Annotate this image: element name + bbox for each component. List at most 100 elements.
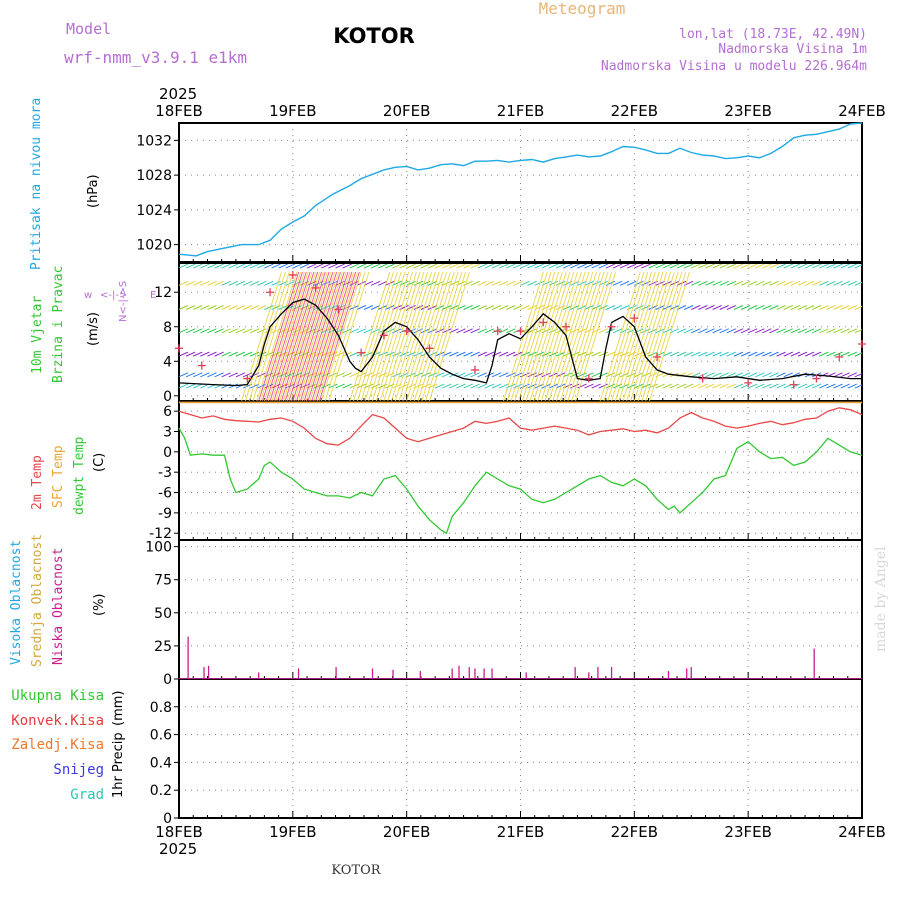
wind-hatch: [320, 271, 362, 401]
wind-barb: [506, 328, 516, 334]
wind-barb: [683, 328, 694, 334]
wind-barb: [726, 280, 737, 286]
wind-barb: [179, 280, 189, 286]
gust-marker: [402, 327, 411, 336]
wind-barb: [562, 263, 573, 269]
wind-barb: [691, 372, 701, 378]
y-tick-label: 3: [163, 425, 172, 441]
wind-barb: [484, 280, 495, 286]
wind-hatch: [280, 271, 322, 401]
wind-barb: [627, 372, 637, 378]
wind-barb: [456, 328, 466, 334]
y-tick-label: 4: [163, 354, 172, 370]
gust-marker: [311, 283, 320, 292]
wind-barb: [776, 280, 786, 286]
x-tick-label-bottom: 24FEB: [838, 823, 885, 841]
x-tick-label-top: 22FEB: [611, 102, 658, 120]
wind-barb: [833, 263, 843, 269]
wind-hatch: [301, 271, 343, 401]
wind-hatch: [428, 271, 470, 401]
wind-barb: [555, 383, 566, 389]
wind-barb: [185, 372, 196, 378]
x-tick-label-bottom: 19FEB: [269, 823, 316, 841]
x-tick-label-top: 20FEB: [383, 102, 430, 120]
wind-barb: [498, 383, 509, 389]
wind-barb: [819, 383, 829, 389]
precip-legend-hail: Grad: [70, 787, 104, 803]
gust-marker: [516, 327, 525, 336]
wind-barb: [491, 305, 502, 310]
x-tick-label-top: 21FEB: [497, 102, 544, 120]
precip-legend-total: Ukupna Kisa: [11, 688, 104, 704]
year-label-top: 2025: [159, 85, 197, 103]
wind-barb: [463, 328, 473, 334]
dewpoint-line: [178, 427, 863, 535]
wind-barb: [655, 263, 665, 269]
wind-barb: [833, 328, 843, 334]
wind-barb: [676, 372, 687, 378]
wind-barb: [249, 280, 260, 286]
wind-barb: [484, 328, 495, 334]
wind-barb: [207, 351, 217, 357]
wind-barb: [740, 280, 751, 286]
wind-barb: [747, 383, 758, 389]
wind-hatch: [540, 271, 582, 401]
wind-hatch: [563, 271, 605, 401]
wind-barb: [847, 280, 857, 286]
gust-marker: [858, 340, 866, 349]
wind-hatch: [349, 271, 391, 401]
wind-barb: [555, 263, 566, 269]
wind-barb: [769, 280, 779, 286]
wind-barb: [691, 383, 701, 389]
wind-hatch: [262, 271, 303, 401]
wind-barb: [683, 383, 694, 389]
y-tick-label: 25: [154, 639, 172, 655]
wind-barb: [612, 305, 623, 310]
wind-barb: [399, 372, 409, 378]
wind-barb: [762, 305, 772, 310]
wind-barb: [427, 305, 438, 310]
wind-barb: [790, 305, 801, 310]
wind-barb: [840, 328, 850, 334]
wind-barb: [235, 328, 246, 334]
wind-barb: [541, 263, 552, 269]
wind-barb: [498, 351, 509, 357]
wind-hatch: [567, 271, 609, 401]
wind-barb: [804, 328, 815, 334]
elevation-label: Nadmorska Visina 1m: [718, 42, 867, 57]
wind-barb: [627, 351, 637, 357]
wind-hatch: [241, 271, 283, 401]
wind-barb: [214, 263, 224, 269]
wind-barb: [434, 383, 445, 389]
wind-barb: [470, 280, 480, 286]
wind-barb: [264, 263, 274, 269]
wind-barb: [641, 383, 651, 389]
wind-barb: [819, 351, 829, 357]
wind-barb: [342, 372, 352, 378]
wind-barb: [548, 263, 559, 269]
wind-barb: [797, 280, 808, 286]
wind-barb: [627, 263, 637, 269]
wind-barb: [783, 280, 793, 286]
wind-barb: [683, 263, 694, 269]
wind-hatch: [375, 271, 417, 401]
wind-hatch: [269, 271, 311, 401]
wind-hatch: [413, 271, 455, 401]
wind-hatch: [618, 271, 660, 401]
y-tick-label: 100: [145, 540, 172, 556]
wind-barb: [185, 280, 196, 286]
wind-barb: [179, 372, 189, 378]
panel-frame: [178, 400, 863, 541]
wind-barb: [819, 305, 829, 310]
wind-barb: [712, 351, 722, 357]
wind-barb: [726, 383, 737, 389]
wind-barb: [385, 328, 395, 334]
wind-barb: [335, 383, 345, 389]
wind-barb: [242, 305, 253, 310]
wind-barb: [733, 263, 744, 269]
y-tick-label: 0: [163, 672, 172, 688]
wind-barb: [477, 351, 488, 357]
wind-barb: [740, 372, 751, 378]
gust-marker: [334, 305, 343, 314]
wind-barb: [463, 372, 473, 378]
